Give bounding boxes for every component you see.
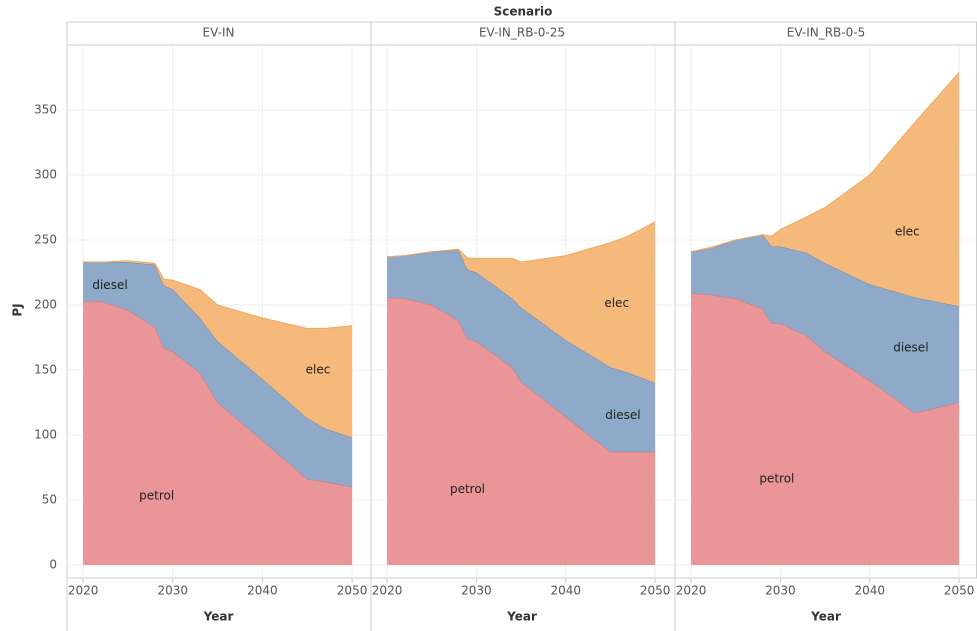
x-tick-label: 2050 [640,584,671,598]
area-edge [83,260,353,329]
area [691,72,960,307]
series-label: petrol [759,472,794,486]
series-label: diesel [893,340,928,354]
x-tick-label: 2020 [676,584,707,598]
x-axis-label: Year [203,610,234,624]
x-tick-label: 2050 [337,584,368,598]
x-axis-label: Year [810,610,841,624]
y-tick-label: 250 [34,233,57,247]
area [691,293,960,565]
x-axis-label: Year [506,610,537,624]
series-label: diesel [92,278,127,292]
x-tick-label: 2040 [551,584,582,598]
x-tick-label: 2020 [68,584,99,598]
area [387,221,656,383]
series-label: elec [604,296,629,310]
area [83,301,353,565]
series-label: diesel [605,408,640,422]
area [387,297,656,565]
area [83,262,353,487]
panel-title: EV-IN_RB-0-25 [479,26,565,40]
area-edge [690,71,960,253]
y-tick-label: 150 [34,363,57,377]
x-tick-label: 2030 [765,584,796,598]
x-tick-label: 2040 [855,584,886,598]
x-tick-label: 2020 [372,584,403,598]
y-tick-label: 300 [34,168,57,182]
area-edge [387,221,656,263]
series-label: elec [895,225,920,239]
area [387,250,656,452]
series-label: petrol [139,489,174,503]
y-tick-label: 350 [34,103,57,117]
facet-title: Scenario [494,5,553,19]
y-tick-label: 200 [34,298,57,312]
series-label: petrol [450,482,485,496]
x-tick-label: 2030 [158,584,189,598]
panel-title: EV-IN_RB-0-5 [787,26,865,40]
x-tick-label: 2030 [461,584,492,598]
series-label: elec [306,363,331,377]
area [83,260,353,438]
y-tick-label: 0 [49,558,57,572]
panel-title: EV-IN [203,26,235,40]
y-axis-label: PJ [11,303,25,316]
y-tick-label: 100 [34,428,57,442]
y-tick-label: 50 [42,493,57,507]
x-tick-label: 2050 [944,584,975,598]
x-tick-label: 2040 [247,584,278,598]
area [691,234,960,413]
